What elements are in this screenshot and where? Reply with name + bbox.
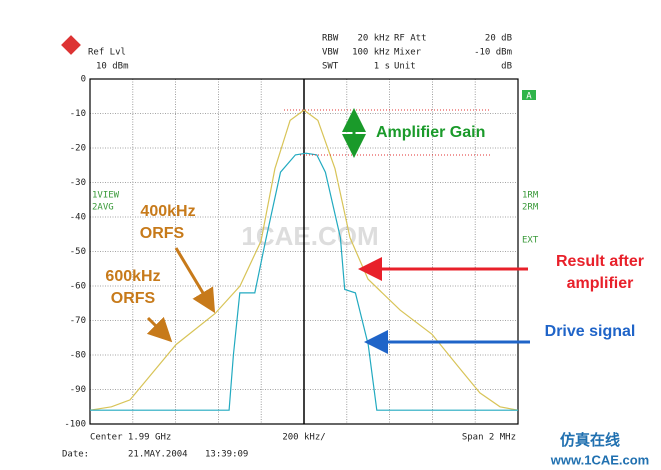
trace [89,109,519,411]
plot [89,78,519,425]
footer-span: Span 2 MHz [462,433,516,443]
y-tick-label: -30 [70,178,86,188]
y-tick-label: -20 [70,144,86,154]
y-tick-label: -70 [70,316,86,326]
header-setting: 20 dB [485,34,512,44]
y-tick-label: -100 [64,420,86,430]
trace-marker-box [522,90,536,100]
header-setting: RF Att [394,34,427,44]
y-tick-label: 0 [81,75,86,85]
date: 21.MAY.2004 [128,450,188,460]
y-tick-label: -10 [70,109,86,119]
left-label: 1VIEW [92,191,120,201]
date-label: Date: [62,450,89,460]
y-tick-label: -50 [70,247,86,257]
site: www.1CAE.com [550,452,649,467]
footer-center: Center 1.99 GHz [90,433,171,443]
footer-per-div: 200 kHz/ [282,433,325,443]
annotations: Amplifier Gain Result after amplifier Dr… [105,108,644,354]
header-setting: 100 kHz [352,48,390,58]
header-setting: SWT [322,62,339,72]
header-setting: Unit [394,62,416,72]
ref-label: Ref Lvl [88,48,126,58]
y-tick-label: -80 [70,351,86,361]
right-label: 1RM [522,191,539,201]
trace [90,152,518,411]
y-tick-label: -60 [70,282,86,292]
y-tick-label: -40 [70,213,86,223]
orfs400-arrow [174,247,216,314]
orfs400-label: 400kHz [140,203,195,220]
plot-frame [89,78,519,425]
orfs400-label: ORFS [140,225,185,242]
orfs600-label: ORFS [111,290,156,307]
header-setting: -10 dBm [474,48,512,58]
logo [61,35,81,55]
orfs600-arrow [146,316,173,343]
header-setting: VBW [322,48,339,58]
y-tick-label: -90 [70,385,86,395]
right-label: 2RM [522,203,539,213]
header-setting: 1 s [374,62,390,72]
orfs600-label: 600kHz [105,268,160,285]
time: 13:39:09 [205,450,248,460]
drive-label: Drive signal [545,323,636,340]
header-setting: RBW [322,34,339,44]
left-label: 2AVG [92,203,114,213]
result-label: Result after [556,253,644,270]
right-label: EXT [522,236,539,246]
header-setting: Mixer [394,48,422,58]
ref-value: 10 dBm [96,62,129,72]
header-setting: dB [501,62,512,72]
result-label: amplifier [567,275,634,292]
gain-label: Amplifier Gain [376,124,485,141]
site-cn: 仿真在线 [560,431,620,449]
header-setting: 20 kHz [357,34,390,44]
trace-marker: A [526,92,532,102]
